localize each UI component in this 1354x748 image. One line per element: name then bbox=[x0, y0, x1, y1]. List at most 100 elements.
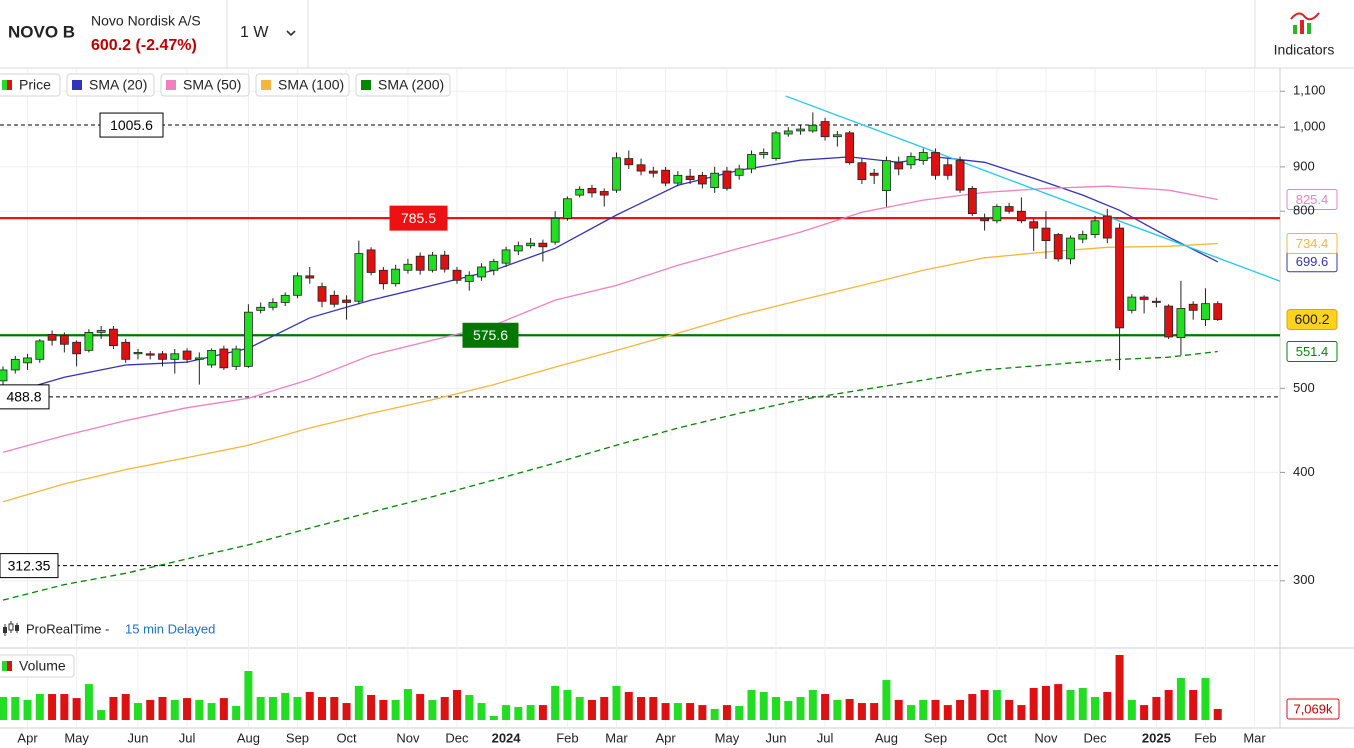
candle-body bbox=[1176, 308, 1186, 339]
legend-chip bbox=[0, 73, 61, 97]
candle-body bbox=[378, 269, 388, 285]
volume-bar bbox=[256, 696, 265, 720]
volume-bar bbox=[882, 680, 891, 720]
company-name: Novo Nordisk A/S bbox=[91, 13, 201, 29]
candle-body bbox=[1090, 220, 1100, 235]
level-label-box bbox=[389, 205, 448, 231]
candle-body bbox=[648, 170, 658, 174]
candle-body bbox=[845, 132, 855, 164]
volume-bar bbox=[1201, 678, 1210, 720]
volume-bar bbox=[416, 694, 425, 720]
candle-body bbox=[35, 340, 45, 360]
candle-body bbox=[771, 132, 781, 159]
volume-bar bbox=[1017, 705, 1026, 720]
interval[interactable]: 1 W bbox=[240, 24, 269, 41]
level-label: 488.8 bbox=[6, 389, 41, 405]
ticker: NOVO B bbox=[8, 22, 75, 41]
volume-bar bbox=[219, 698, 228, 720]
volume-bar bbox=[1029, 687, 1038, 720]
last-value-box bbox=[1286, 340, 1338, 362]
legend-label: SMA (50) bbox=[183, 77, 241, 93]
volume-bar bbox=[575, 696, 584, 720]
x-tick-label: Oct bbox=[987, 730, 1008, 745]
volume-bar bbox=[318, 696, 327, 720]
price-change[interactable]: 600.2 (-2.47%) bbox=[91, 37, 197, 54]
volume-bar bbox=[195, 699, 204, 720]
volume-bar bbox=[870, 703, 879, 720]
volume-bar bbox=[821, 694, 830, 720]
volume-bar bbox=[84, 684, 93, 720]
candle-body bbox=[109, 328, 118, 347]
volume-bar bbox=[207, 703, 216, 720]
candle-body bbox=[563, 198, 572, 219]
volume-bar bbox=[1103, 692, 1112, 720]
x-tick-label: 2024 bbox=[492, 730, 522, 745]
sma-line bbox=[2, 350, 1218, 601]
candle-body bbox=[661, 169, 670, 184]
delay-note: 15 min Delayed bbox=[125, 621, 215, 636]
volume-bar bbox=[502, 705, 511, 720]
volume-bar bbox=[796, 696, 805, 720]
candle-body bbox=[796, 128, 805, 132]
volume-bar bbox=[146, 699, 155, 720]
x-tick-label: Apr bbox=[655, 730, 676, 745]
volume-bar bbox=[48, 694, 57, 720]
volume-bar bbox=[342, 703, 351, 720]
indicators-button[interactable]: Indicators bbox=[1274, 42, 1335, 58]
x-tick-label: Mar bbox=[1243, 730, 1266, 745]
candle-body bbox=[84, 332, 94, 351]
volume-bar bbox=[894, 699, 903, 720]
last-price-box bbox=[1286, 309, 1338, 331]
candle-body bbox=[391, 268, 401, 285]
volume-bar bbox=[489, 715, 498, 720]
legend-chip bbox=[66, 73, 155, 97]
level-label: 312.35 bbox=[8, 557, 51, 573]
candle-body bbox=[268, 302, 278, 308]
candle-body bbox=[550, 217, 560, 243]
volume-bar bbox=[379, 699, 388, 720]
candle-body bbox=[1115, 227, 1124, 329]
volume-bar bbox=[845, 699, 854, 720]
candle-body bbox=[489, 261, 499, 271]
candle-body bbox=[501, 249, 511, 264]
volume-bar bbox=[1066, 689, 1075, 720]
volume-bar bbox=[1164, 689, 1173, 720]
candle-body bbox=[882, 160, 891, 192]
x-tick-label: Feb bbox=[556, 730, 578, 745]
volume-label-box bbox=[1286, 698, 1340, 720]
volume-bar bbox=[183, 698, 192, 720]
volume-bar bbox=[1127, 699, 1136, 720]
candle-body bbox=[305, 275, 315, 279]
volume-bar bbox=[170, 699, 179, 720]
candle-body bbox=[1188, 303, 1198, 311]
level-label: 785.5 bbox=[401, 210, 436, 226]
candle-body bbox=[231, 348, 241, 367]
source: ProRealTime - bbox=[26, 621, 109, 636]
dropdown-chevron[interactable] bbox=[286, 30, 296, 37]
candle-body bbox=[575, 188, 585, 196]
volume-bar bbox=[943, 705, 952, 720]
candle-body bbox=[612, 157, 621, 191]
y-tick-label: 400 bbox=[1293, 464, 1315, 479]
candle-body bbox=[170, 353, 180, 360]
volume-bar bbox=[428, 699, 437, 720]
legend-label: SMA (200) bbox=[378, 77, 444, 93]
volume-bar bbox=[72, 698, 81, 720]
candle-body bbox=[808, 124, 818, 132]
legend-chip bbox=[0, 654, 75, 678]
candle-body bbox=[133, 352, 143, 355]
legend-swatch bbox=[361, 80, 371, 90]
candle-body bbox=[1151, 300, 1161, 303]
volume-bar bbox=[857, 703, 866, 720]
volume-bar bbox=[1176, 678, 1185, 720]
legend-swatch bbox=[7, 80, 12, 90]
volume-bar bbox=[919, 699, 928, 720]
last-value-label: 825.4 bbox=[1296, 192, 1329, 207]
candle-body bbox=[1139, 296, 1149, 300]
indicators-icon[interactable] bbox=[1290, 12, 1320, 34]
candle-body bbox=[1053, 234, 1063, 260]
candle-body bbox=[587, 187, 597, 194]
volume-bar bbox=[906, 705, 915, 720]
volume-bar bbox=[354, 685, 363, 720]
candle-body bbox=[1029, 221, 1039, 229]
